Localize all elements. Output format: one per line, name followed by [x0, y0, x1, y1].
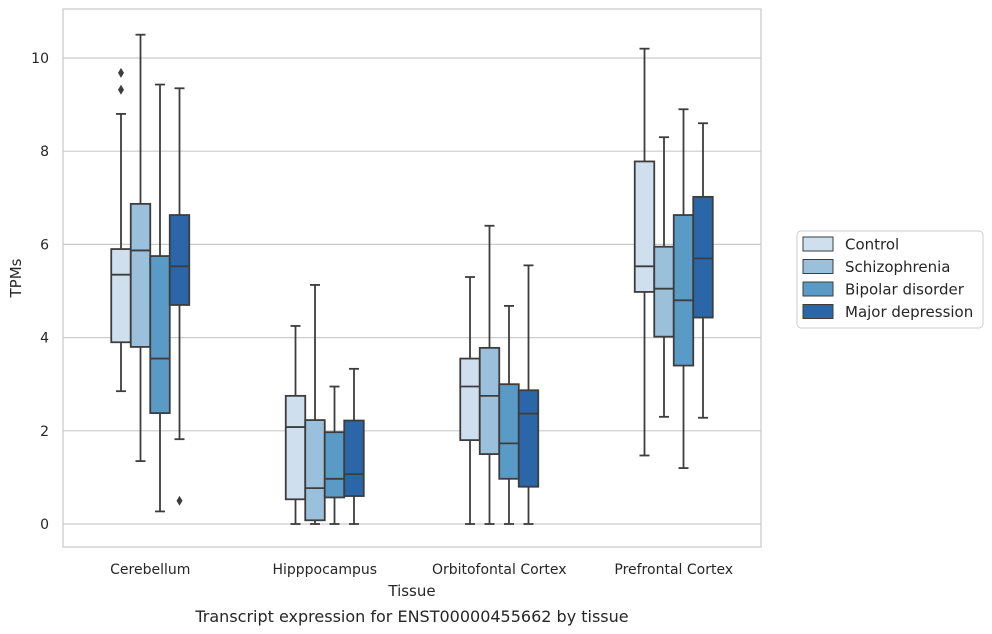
box — [633, 47, 656, 457]
box — [653, 136, 675, 418]
box-iqr — [129, 202, 152, 348]
legend-swatch — [802, 259, 834, 274]
box-iqr — [149, 255, 171, 414]
box-iqr — [633, 160, 656, 293]
box-iqr — [498, 383, 520, 480]
x-tick-label: Prefrontal Cortex — [614, 562, 733, 578]
x-axis-label: Tissue — [387, 582, 435, 600]
legend-label: Schizophrenia — [845, 258, 950, 276]
box-iqr — [517, 389, 540, 488]
box — [672, 108, 695, 469]
box — [304, 284, 326, 525]
box — [478, 224, 501, 525]
y-tick-label: 6 — [40, 237, 49, 253]
legend-swatch — [802, 304, 834, 319]
chart-caption: Transcript expression for ENST0000045566… — [194, 607, 628, 626]
y-tick-label: 0 — [40, 517, 49, 533]
x-tick-label: Orbitofontal Cortex — [432, 562, 567, 578]
series-major-depression — [168, 87, 714, 525]
box-iqr — [692, 195, 714, 319]
legend-swatch — [802, 236, 834, 252]
box — [149, 83, 171, 513]
x-tick-label: Cerebellum — [110, 562, 190, 578]
box-iqr — [323, 431, 346, 499]
outlier-marker — [118, 84, 124, 95]
box-iqr — [653, 245, 675, 338]
y-tick-labels: 0 2 4 6 8 10 — [31, 51, 49, 533]
box-iqr — [478, 346, 501, 455]
y-tick-label: 10 — [31, 51, 49, 67]
box — [517, 264, 540, 525]
legend: Control Schizophrenia Bipolar disorder Majo… — [796, 230, 984, 329]
legend-label: Bipolar disorder — [845, 281, 965, 299]
box-iqr — [304, 419, 326, 522]
outlier-marker — [176, 495, 183, 506]
box-iqr — [343, 419, 365, 497]
y-tick-label: 4 — [40, 331, 49, 347]
box — [168, 87, 191, 506]
box-iqr — [284, 394, 307, 501]
x-tick-label: Hipppocampus — [272, 562, 377, 578]
box-iqr — [168, 214, 191, 306]
series-control — [110, 47, 656, 525]
box — [343, 367, 365, 525]
x-tick-labels: Cerebellum Hipppocampus Orbitofontal Corte… — [110, 562, 733, 578]
box-iqr — [459, 357, 481, 442]
box-iqr — [672, 214, 695, 367]
y-tick-label: 2 — [40, 424, 49, 440]
outlier-marker — [118, 67, 124, 78]
legend-frame — [796, 230, 984, 329]
legend-swatch — [802, 281, 834, 297]
plot-frame — [62, 8, 762, 548]
legend-label: Control — [845, 236, 899, 254]
box-iqr — [110, 248, 132, 344]
y-tick-label: 8 — [40, 144, 49, 160]
box-series — [110, 33, 714, 525]
box — [110, 67, 132, 393]
legend-label: Major depression — [845, 303, 973, 321]
box — [692, 122, 714, 419]
series-schizophrenia — [129, 33, 675, 525]
series-bipolar-disorder — [149, 83, 695, 525]
y-axis-label: TPMs — [7, 258, 25, 298]
